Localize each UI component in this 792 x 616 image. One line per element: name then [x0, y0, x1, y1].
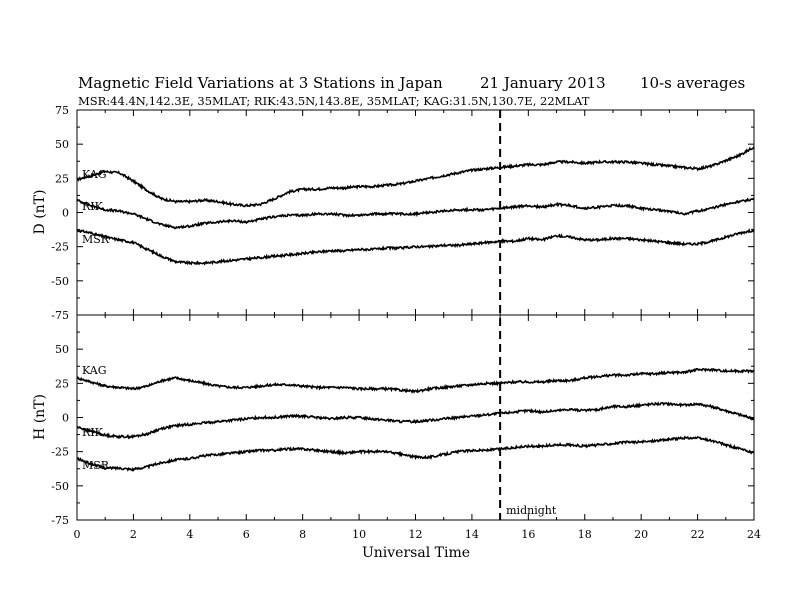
- x-tick-label: 6: [243, 528, 250, 541]
- h-axis-label: H (nT): [32, 394, 48, 440]
- y-tick-label: -25: [51, 241, 69, 254]
- x-tick-label: 2: [130, 528, 137, 541]
- series-line-msr: [76, 228, 755, 266]
- d-axis-label: D (nT): [32, 190, 48, 235]
- y-tick-label: 0: [62, 412, 69, 425]
- y-tick-label: 0: [62, 207, 69, 220]
- x-axis-label: Universal Time: [362, 545, 470, 561]
- y-tick-label: -50: [51, 480, 69, 493]
- x-tick-label: 18: [578, 528, 592, 541]
- y-tick-label: 25: [55, 172, 69, 185]
- x-tick-label: 24: [747, 528, 761, 541]
- averaging-note: 10-s averages: [640, 74, 745, 92]
- series-line-rik: [76, 401, 755, 440]
- x-tick-label: 22: [691, 528, 705, 541]
- series-line-msr: [76, 435, 755, 472]
- declination-panel: D (nT) 75 50 25 0 -25 -50 -75 KAG RIK MSR: [32, 104, 755, 322]
- chart-title: Magnetic Field Variations at 3 Stations …: [78, 74, 443, 92]
- y-tick-label: -75: [51, 309, 69, 322]
- x-tick-label: 14: [465, 528, 479, 541]
- series-line-rik: [76, 197, 755, 230]
- series-label-msr: MSR: [82, 233, 110, 246]
- midnight-label: midnight: [506, 504, 557, 517]
- x-tick-label: 10: [352, 528, 366, 541]
- x-tick-label: 4: [186, 528, 193, 541]
- y-tick-label: -50: [51, 275, 69, 288]
- x-tick-label: 12: [409, 528, 423, 541]
- series-line-kag: [76, 367, 755, 394]
- series-line-kag: [76, 146, 755, 208]
- x-tick-label: 20: [634, 528, 648, 541]
- y-tick-label: 50: [55, 343, 69, 356]
- y-tick-label: 75: [55, 104, 69, 117]
- series-label-msr: MSR: [82, 459, 110, 472]
- series-label-rik: RIK: [82, 426, 104, 439]
- station-info: MSR:44.4N,142.3E, 35MLAT; RIK:43.5N,143.…: [78, 94, 590, 108]
- x-tick-label: 16: [521, 528, 535, 541]
- y-tick-label: -75: [51, 514, 69, 527]
- x-tick-label: 8: [299, 528, 306, 541]
- chart-date: 21 January 2013: [480, 74, 606, 92]
- y-tick-label: -25: [51, 446, 69, 459]
- y-tick-label: 25: [55, 377, 69, 390]
- y-tick-label: 50: [55, 138, 69, 151]
- plot-frame: [76, 314, 755, 521]
- x-tick-label: 0: [74, 528, 81, 541]
- series-label-kag: KAG: [82, 168, 107, 181]
- series-label-rik: RIK: [82, 200, 104, 213]
- series-label-kag: KAG: [82, 364, 107, 377]
